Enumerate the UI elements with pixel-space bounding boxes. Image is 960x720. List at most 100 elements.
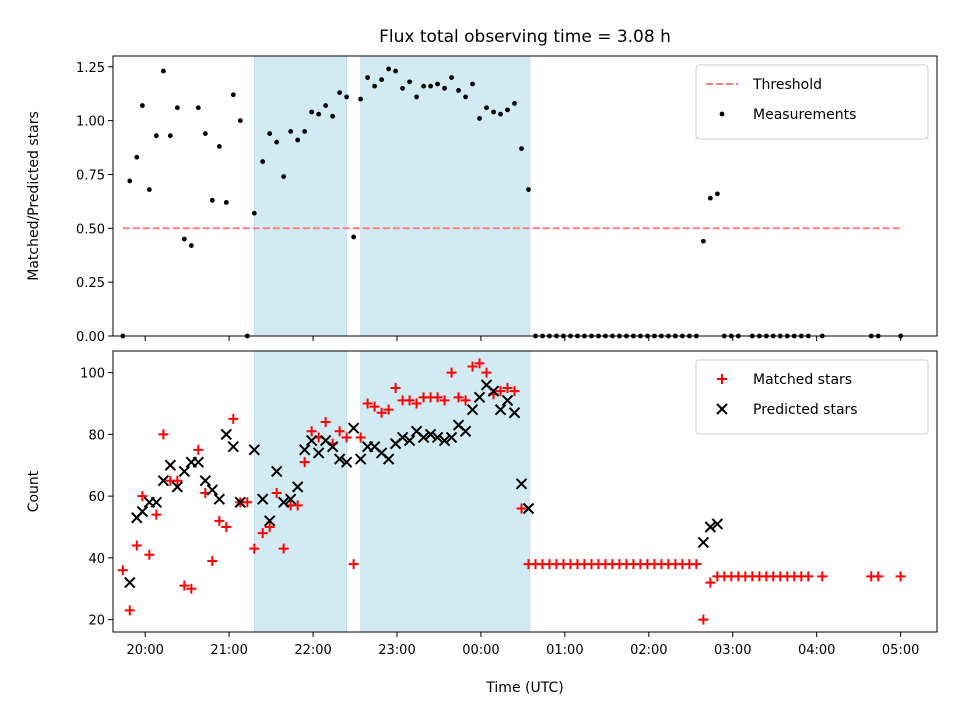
measurement-point: [288, 128, 294, 134]
matched-point: [292, 500, 303, 511]
y-axis-label: Count: [26, 470, 42, 512]
predicted-point: [136, 505, 149, 518]
predicted-point: [711, 518, 724, 530]
matched-point: [137, 491, 148, 502]
matched-point: [299, 457, 310, 468]
measurement-point: [323, 103, 329, 108]
matched-point: [131, 540, 142, 551]
legend-label: Predicted stars: [753, 402, 858, 418]
predicted-point: [234, 496, 247, 509]
x-tick-label: 00:00: [462, 643, 499, 658]
matched-point: [362, 398, 373, 409]
measurement-point: [330, 113, 336, 119]
matched-point: [341, 432, 352, 443]
measurement-point: [274, 139, 280, 145]
measurement-point: [139, 103, 145, 108]
predicted-point: [396, 431, 409, 444]
matched-point: [172, 475, 183, 486]
matched-point: [432, 392, 443, 403]
x-tick-label: 04:00: [798, 643, 835, 658]
measurement-point: [127, 178, 133, 184]
matched-point: [691, 559, 702, 570]
matched-point: [376, 407, 387, 418]
legend-label: Threshold: [752, 77, 822, 93]
predicted-point: [256, 493, 269, 505]
measurement-point: [477, 116, 482, 121]
legend-box: [695, 359, 929, 435]
predicted-point: [438, 434, 451, 447]
y-tick-label: 1.00: [76, 115, 105, 130]
series-2: [124, 379, 724, 589]
y-tick-label: 20: [88, 614, 105, 629]
predicted-point: [206, 484, 219, 496]
measurement-point: [337, 90, 343, 96]
predicted-point: [326, 441, 339, 453]
matched-point: [271, 488, 282, 499]
measurement-point: [372, 83, 378, 89]
matched-point: [453, 392, 464, 403]
predicted-point: [124, 576, 136, 589]
predicted-point: [178, 465, 191, 478]
predicted-point: [277, 496, 290, 509]
measurement-point: [316, 111, 322, 117]
matched-point: [242, 497, 253, 508]
measurement-point: [414, 94, 419, 100]
matched-point: [207, 555, 218, 566]
measurement-point: [435, 81, 440, 87]
measurement-point: [344, 94, 350, 100]
predicted-point: [424, 428, 437, 441]
measurement-point: [302, 128, 308, 134]
predicted-point: [494, 403, 507, 416]
measurement-point: [267, 131, 273, 136]
predicted-point: [270, 465, 283, 478]
measurement-point: [365, 75, 371, 80]
matched-point: [495, 386, 506, 397]
predicted-point: [501, 394, 514, 407]
y-tick-label: 0.00: [76, 330, 105, 345]
matched-point: [383, 404, 394, 415]
x-tick-label: 03:00: [714, 643, 751, 658]
predicted-point: [164, 459, 177, 471]
y-axis-label: Matched/Predicted stars: [26, 111, 42, 281]
x-tick-label: 01:00: [546, 643, 583, 658]
matched-point: [249, 543, 260, 554]
measurement-point: [526, 187, 531, 192]
measurement-point: [295, 137, 301, 143]
predicted-point: [305, 434, 318, 447]
measurement-point: [237, 118, 243, 124]
predicted-point: [382, 453, 395, 465]
measurement-point: [251, 210, 257, 216]
predicted-point: [522, 502, 535, 515]
y-tick-label: 100: [80, 367, 105, 382]
measurement-point: [146, 187, 152, 192]
predicted-point: [192, 456, 205, 468]
x-tick-label: 22:00: [294, 643, 331, 658]
measurement-point: [505, 107, 510, 113]
matched-point: [705, 577, 716, 588]
legend-measurement-swatch: [719, 111, 725, 117]
matched-point: [411, 398, 422, 409]
measurement-point: [714, 191, 720, 197]
matched-point: [124, 605, 135, 616]
top-panel-ratio: 0.00 0.25 0.50 0.75 1.00 1.25 Matched/Predicte…: [26, 55, 938, 345]
legend: Matched stars Predicted stars: [695, 359, 929, 435]
matched-point: [817, 571, 828, 582]
matched-point: [803, 571, 814, 582]
matched-point: [474, 358, 485, 369]
matched-point: [257, 528, 268, 539]
matched-point: [179, 580, 190, 591]
matched-point: [228, 413, 239, 424]
predicted-point: [508, 407, 521, 419]
predicted-point: [487, 385, 500, 397]
measurement-point: [260, 159, 266, 164]
y-tick-label: 0.75: [76, 168, 105, 183]
measurement-point: [209, 197, 215, 203]
measurement-point: [153, 133, 159, 139]
x-axis-label: Time (UTC): [485, 680, 563, 696]
predicted-point: [312, 447, 325, 459]
axes-frame: [112, 350, 938, 633]
predicted-point: [248, 444, 261, 456]
y-tick-label: 0.25: [76, 276, 105, 291]
measurement-point: [167, 133, 173, 139]
measurement-point: [700, 238, 706, 244]
